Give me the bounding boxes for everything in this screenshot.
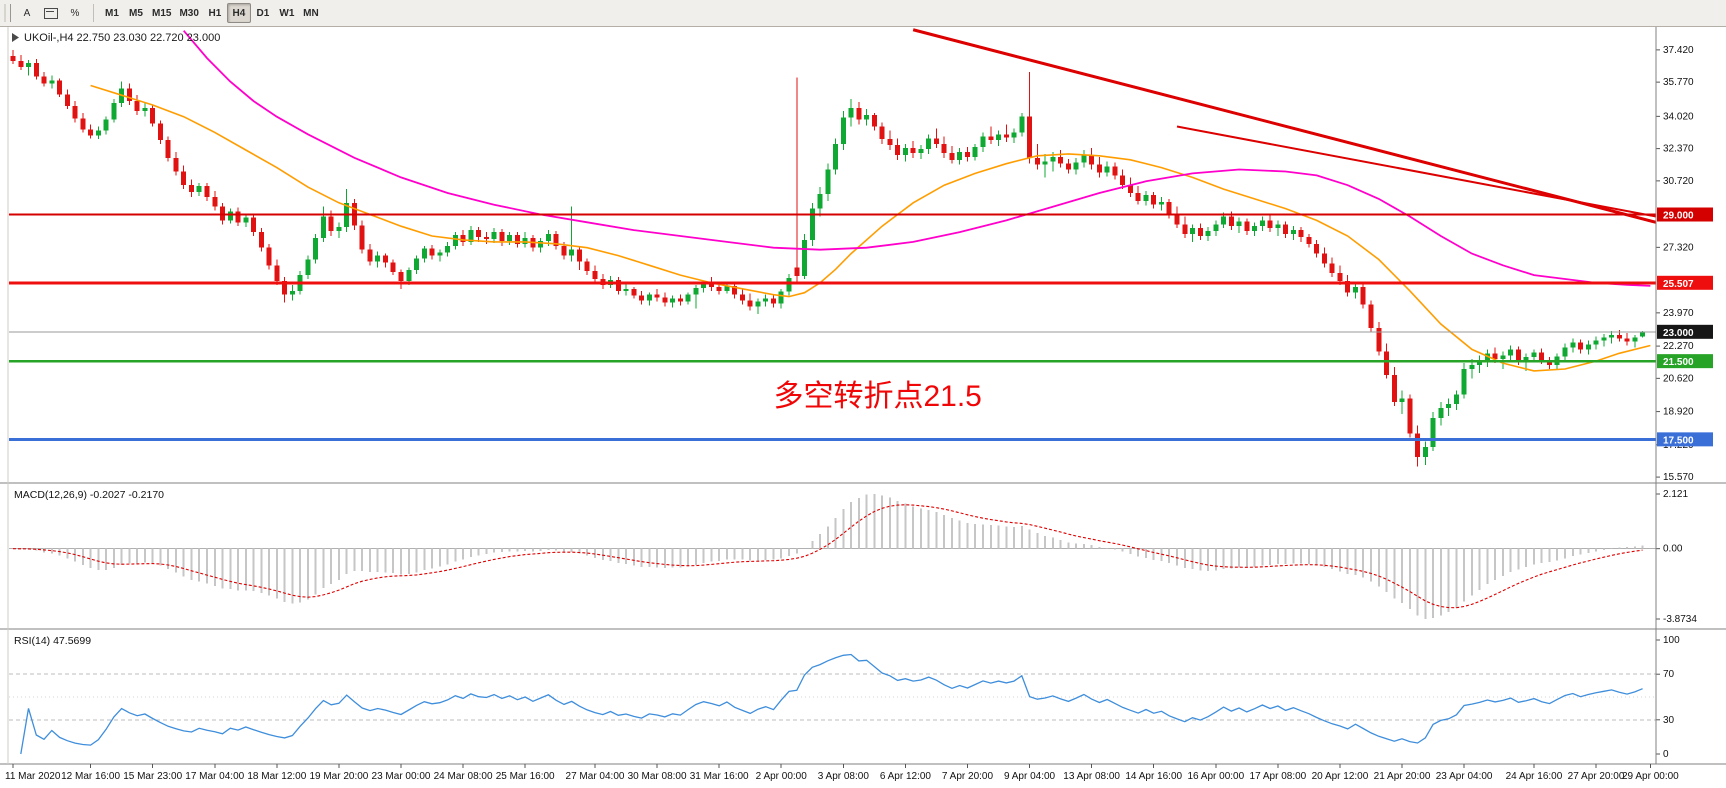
time-tick-label: 17 Apr 08:00 [1250, 771, 1307, 782]
candlestick-series [10, 49, 1646, 467]
time-tick-label: 21 Apr 20:00 [1374, 771, 1431, 782]
toolbar-grip-handle[interactable] [4, 4, 11, 22]
time-tick-label: 24 Mar 08:00 [434, 771, 493, 782]
macd-scale-label: 0.00 [1663, 544, 1683, 555]
time-tick-label: 30 Mar 08:00 [628, 771, 687, 782]
macd-scale-label: -3.8734 [1663, 614, 1697, 625]
time-tick-label: 11 Mar 2020 [5, 771, 61, 782]
price-badge-label: 21.500 [1663, 357, 1694, 368]
price-tick-label: 23.970 [1663, 308, 1694, 319]
timeframe-toolbar: M1 M5 M15 M30 H1 H4 D1 W1 MN [100, 3, 323, 23]
time-tick-label: 27 Mar 04:00 [566, 771, 625, 782]
text-annotation[interactable]: 多空转折点21.5 [773, 380, 981, 413]
time-tick-label: 6 Apr 12:00 [880, 771, 932, 782]
price-tick-label: 37.420 [1663, 45, 1694, 56]
time-tick-label: 15 Mar 23:00 [123, 771, 182, 782]
macd-panel: MACD(12,26,9) -0.2027 -0.2170 2.121 0.00 -3… [9, 489, 1697, 625]
price-tick-label: 22.270 [1663, 341, 1694, 352]
price-tick-label: 32.370 [1663, 144, 1694, 155]
time-tick-label: 23 Apr 04:00 [1436, 771, 1493, 782]
timeframe-button-m5[interactable]: M5 [129, 7, 143, 19]
macd-label: MACD(12,26,9) -0.2027 -0.2170 [14, 489, 164, 501]
price-tick-label: 20.620 [1663, 373, 1694, 384]
time-tick-label: 7 Apr 20:00 [942, 771, 994, 782]
rsi-scale-label: 70 [1663, 669, 1675, 680]
trendline[interactable] [1176, 125, 1657, 218]
price-badge-label: 17.500 [1663, 435, 1694, 446]
price-tick-label: 27.320 [1663, 242, 1694, 253]
rsi-scale-label: 0 [1663, 749, 1669, 760]
rsi-panel: RSI(14) 47.5699 100 70 30 0 [9, 635, 1680, 760]
rsi-scale-label: 30 [1663, 715, 1675, 726]
time-tick-label: 3 Apr 08:00 [818, 771, 870, 782]
time-tick-label: 18 Mar 12:00 [247, 771, 306, 782]
price-tick-label: 30.720 [1663, 176, 1694, 187]
time-tick-label: 27 Apr 20:00 [1568, 771, 1625, 782]
time-tick-label: 12 Mar 16:00 [61, 771, 120, 782]
time-axis[interactable]: 11 Mar 2020 12 Mar 16:00 15 Mar 23:00 17 Ma… [5, 764, 1679, 782]
time-tick-label: 9 Apr 04:00 [1004, 771, 1056, 782]
timeframe-button-m30[interactable]: M30 [179, 7, 199, 19]
time-tick-label: 13 Apr 08:00 [1063, 771, 1120, 782]
rsi-scale-label: 100 [1663, 635, 1680, 646]
time-tick-label: 25 Mar 16:00 [496, 771, 555, 782]
objects-tool-button[interactable] [39, 3, 63, 23]
macd-signal-line [12, 504, 1643, 609]
time-tick-label: 14 Apr 16:00 [1125, 771, 1182, 782]
time-tick-label: 19 Mar 20:00 [309, 771, 368, 782]
price-badge-label: 29.000 [1663, 211, 1694, 222]
timeframe-button-m15[interactable]: M15 [152, 7, 172, 19]
trendline[interactable] [912, 28, 1657, 224]
price-badge [1657, 207, 1713, 222]
toolbar: A% M1 M5 M15 M30 H1 H4 D1 W1 MN [0, 0, 1726, 27]
price-tick-label: 35.770 [1663, 77, 1694, 88]
price-badge [1657, 275, 1713, 290]
time-tick-label: 16 Apr 00:00 [1187, 771, 1244, 782]
one-click-trading-icon[interactable] [12, 33, 19, 42]
price-badge [1657, 432, 1713, 447]
ma-fast-line [90, 84, 1651, 372]
text-tool-button[interactable]: A [23, 7, 31, 19]
timeframe-button-h4[interactable]: H4 [226, 3, 251, 23]
price-tick-label: 18.920 [1663, 407, 1694, 418]
toolbar-separator [93, 4, 94, 22]
time-tick-label: 17 Mar 04:00 [185, 771, 244, 782]
objects-icon [44, 7, 58, 19]
time-tick-label: 31 Mar 16:00 [690, 771, 749, 782]
price-badge-label: 25.507 [1663, 279, 1694, 290]
time-tick-label: 20 Apr 12:00 [1312, 771, 1369, 782]
price-tick-label: 34.020 [1663, 111, 1694, 122]
main-chart-panel: UKOil-,H4 22.750 23.030 22.720 23.000 多空转… [9, 28, 1657, 467]
time-tick-label: 23 Mar 00:00 [372, 771, 431, 782]
price-badge [1657, 354, 1713, 369]
timeframe-button-m1[interactable]: M1 [105, 7, 119, 19]
time-tick-label: 24 Apr 16:00 [1506, 771, 1563, 782]
macd-scale-label: 2.121 [1663, 489, 1688, 500]
chart-tools-group: A% [15, 3, 87, 23]
macd-histogram [19, 494, 1644, 619]
price-badge [1657, 324, 1713, 339]
price-tick-label: 15.570 [1663, 472, 1694, 483]
timeframe-button-mn[interactable]: MN [303, 7, 319, 19]
timeframe-button-d1[interactable]: D1 [256, 7, 270, 19]
time-tick-label: 29 Apr 00:00 [1622, 771, 1679, 782]
time-tick-label: 2 Apr 00:00 [756, 771, 808, 782]
price-badge-label: 23.000 [1663, 328, 1694, 339]
price-scale[interactable]: 37.420 35.770 34.020 32.370 30.720 27.320 23.9… [1656, 45, 1713, 483]
timeframe-button-h1[interactable]: H1 [208, 7, 222, 19]
ma-slow-line [183, 30, 1651, 287]
timeframe-button-w1[interactable]: W1 [279, 7, 295, 19]
percent-tool-button[interactable]: % [70, 7, 80, 19]
panel-separators [0, 27, 1726, 765]
chart-title: UKOil-,H4 22.750 23.030 22.720 23.000 [24, 32, 220, 44]
rsi-label: RSI(14) 47.5699 [14, 635, 91, 647]
rsi-line [20, 653, 1643, 755]
